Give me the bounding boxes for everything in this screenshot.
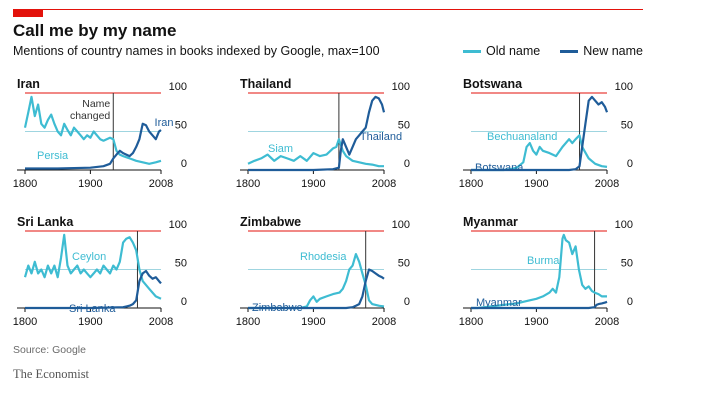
y-tick-label: 100	[615, 81, 633, 93]
y-tick-label: 100	[169, 81, 187, 93]
x-tick-label: 1900	[78, 316, 102, 328]
series-label-new-name: Zimbabwe	[252, 302, 303, 314]
legend-label-new: New name	[583, 44, 643, 58]
x-tick-label: 1800	[459, 178, 483, 190]
series-label-new-name: Botswana	[475, 162, 524, 174]
series-label-old-name: Ceylon	[72, 251, 106, 263]
x-tick-label: 1800	[13, 316, 37, 328]
x-tick-label: 1900	[524, 178, 548, 190]
y-tick-label: 50	[621, 120, 633, 132]
y-tick-label: 50	[398, 258, 410, 270]
panel-title: Iran	[17, 77, 40, 91]
x-tick-label: 1900	[301, 178, 325, 190]
series-line-old-name	[23, 233, 162, 300]
y-tick-label: 50	[621, 258, 633, 270]
y-tick-label: 0	[627, 296, 633, 308]
series-line-old-name	[471, 233, 607, 310]
legend-swatch-new	[560, 49, 579, 53]
y-tick-label: 0	[181, 158, 187, 170]
x-tick-label: 1800	[459, 316, 483, 328]
panel-title: Botswana	[463, 77, 523, 91]
annotation-text: Name	[82, 98, 110, 110]
panel-title: Sri Lanka	[17, 215, 74, 229]
top-rule	[43, 9, 643, 10]
series-line-old-name	[23, 95, 162, 165]
series-label-new-name: Sri Lanka	[69, 303, 116, 315]
brand-logo: The Economist	[13, 367, 90, 381]
legend-item-new: New name	[560, 44, 643, 58]
series-line-new-name	[248, 95, 386, 172]
y-tick-label: 100	[392, 81, 410, 93]
legend-swatch-old	[463, 49, 482, 53]
legend-label-old: Old name	[486, 44, 541, 58]
series-line-new-name	[471, 300, 608, 310]
annotation-text: changed	[70, 110, 110, 122]
x-tick-label: 1800	[13, 178, 37, 190]
x-tick-label: 1900	[301, 316, 325, 328]
y-tick-label: 0	[627, 158, 633, 170]
series-label-new-name: Iran	[155, 117, 174, 129]
panel-title: Thailand	[240, 77, 291, 91]
series-label-old-name: Bechuanaland	[487, 131, 557, 143]
series-label-old-name: Rhodesia	[300, 251, 347, 263]
x-tick-label: 2008	[595, 316, 619, 328]
x-tick-label: 1800	[236, 178, 260, 190]
y-tick-label: 0	[404, 296, 410, 308]
x-tick-label: 1900	[524, 316, 548, 328]
x-tick-label: 2008	[149, 178, 173, 190]
y-tick-label: 100	[169, 219, 187, 231]
x-tick-label: 1800	[236, 316, 260, 328]
x-tick-label: 2008	[372, 316, 396, 328]
x-tick-label: 1900	[78, 178, 102, 190]
y-tick-label: 50	[175, 258, 187, 270]
y-tick-label: 0	[404, 158, 410, 170]
chart-subtitle: Mentions of country names in books index…	[13, 44, 380, 58]
brand-red-tag	[13, 9, 43, 17]
series-line-new-name	[25, 269, 162, 310]
y-tick-label: 100	[615, 219, 633, 231]
panel-title: Zimbabwe	[240, 215, 301, 229]
x-tick-label: 2008	[149, 316, 173, 328]
series-line-old-name	[247, 138, 384, 168]
x-tick-label: 2008	[372, 178, 396, 190]
y-tick-label: 0	[181, 296, 187, 308]
chart-title: Call me by my name	[13, 21, 177, 40]
series-label-new-name: Thailand	[360, 131, 402, 143]
series-line-new-name	[25, 122, 162, 170]
y-tick-label: 50	[398, 120, 410, 132]
panel-title: Myanmar	[463, 215, 518, 229]
series-label-old-name: Siam	[268, 143, 293, 155]
legend: Old name New name	[449, 44, 643, 58]
legend-item-old: Old name	[463, 44, 540, 58]
series-label-old-name: Persia	[37, 150, 69, 162]
source-note: Source: Google	[13, 344, 86, 356]
series-label-new-name: Myanmar	[476, 297, 522, 309]
series-line-old-name	[248, 253, 385, 310]
series-line-new-name	[471, 95, 609, 172]
series-line-new-name	[248, 268, 385, 310]
series-line-old-name	[471, 134, 608, 172]
y-tick-label: 100	[392, 219, 410, 231]
y-tick-label: 50	[175, 120, 187, 132]
series-label-old-name: Burma	[527, 255, 560, 267]
x-tick-label: 2008	[595, 178, 619, 190]
